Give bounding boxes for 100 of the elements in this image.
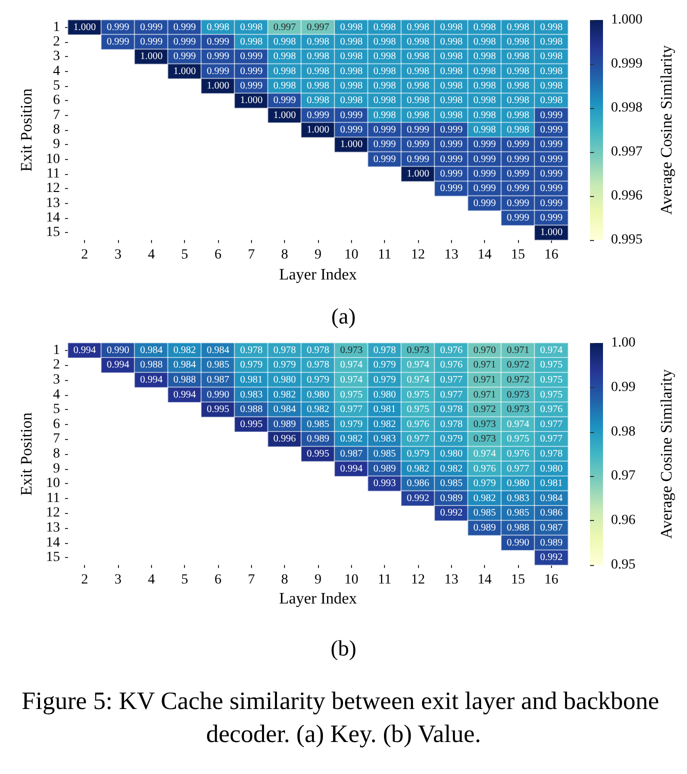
data-label: 0.998 [306, 66, 330, 77]
data-label: 0.970 [473, 344, 496, 356]
data-label: 0.994 [106, 360, 130, 371]
data-label: 0.972 [473, 404, 496, 416]
y-tick-label: 13 [46, 196, 60, 211]
data-label: 0.987 [340, 448, 363, 460]
data-label: 1.000 [206, 80, 230, 92]
data-label: 0.998 [240, 22, 263, 33]
color-bar-label: 0.95 [611, 558, 636, 572]
data-label: 0.998 [506, 36, 530, 48]
data-label: 0.999 [473, 154, 496, 165]
x-tick-label: 8 [281, 572, 288, 588]
data-label: 0.999 [173, 36, 196, 48]
y-tick-label: 4 [53, 64, 60, 79]
data-label: 0.989 [373, 463, 396, 474]
y-tick-label: 5 [53, 402, 60, 418]
data-label: 0.998 [406, 95, 430, 106]
data-label: 0.984 [273, 404, 296, 416]
data-label: 1.000 [240, 95, 263, 106]
data-label: 0.984 [540, 492, 563, 504]
data-label: 0.985 [506, 508, 530, 519]
caption: Figure 5: KV Cache similarity between exit layer and backbone decoder. (a) Key. (b) Value. [22, 688, 666, 748]
data-label: 0.999 [440, 183, 463, 194]
data-label: 0.983 [240, 389, 263, 400]
data-label: 1.000 [540, 227, 563, 238]
color-bar-label: 0.98 [611, 424, 636, 440]
data-label: 0.998 [373, 51, 396, 62]
data-label: 0.977 [440, 374, 463, 386]
data-label: 0.999 [240, 66, 263, 77]
data-label: 0.999 [506, 212, 530, 224]
data-label: 0.975 [406, 404, 430, 416]
data-label: 0.977 [440, 389, 463, 400]
data-label: 0.998 [206, 22, 230, 33]
data-label: 0.990 [206, 389, 230, 400]
color-bar-title: Average Cosine Similarity [658, 369, 676, 539]
data-label: 0.989 [473, 522, 496, 534]
x-tick-label: 7 [248, 572, 255, 588]
y-axis-title: Exit Position [18, 412, 36, 496]
x-tick-label: 6 [214, 572, 222, 588]
data-label: 0.989 [440, 492, 463, 504]
data-label: 0.999 [240, 51, 263, 62]
y-tick-label: 10 [46, 152, 60, 167]
y-tick-label: 15 [46, 550, 60, 566]
data-label: 0.999 [506, 168, 530, 180]
data-label: 0.972 [506, 374, 530, 386]
data-label: 0.998 [306, 80, 330, 92]
data-label: 0.982 [373, 418, 396, 430]
data-label: 0.985 [306, 418, 330, 430]
data-label: 0.998 [340, 36, 363, 48]
data-label: 0.998 [473, 110, 496, 121]
data-label: 0.979 [373, 374, 396, 386]
data-label: 0.998 [506, 22, 530, 33]
data-label: 0.998 [540, 80, 563, 92]
data-label: 0.977 [540, 434, 563, 445]
x-tick-label: 13 [444, 248, 458, 262]
x-tick-label: 11 [378, 248, 392, 262]
y-tick-label: 3 [53, 372, 60, 388]
data-label: 0.997 [273, 22, 296, 33]
data-label: 0.979 [406, 448, 430, 460]
data-label: 0.998 [540, 22, 563, 33]
data-label: 0.999 [173, 51, 196, 62]
data-label: 0.971 [473, 389, 496, 400]
data-label: 0.999 [273, 95, 296, 106]
y-tick-label: 14 [46, 535, 60, 550]
data-label: 0.982 [340, 434, 363, 445]
color-bar-label: 0.997 [611, 144, 642, 160]
color-bar-label: 0.996 [611, 188, 642, 204]
data-label: 0.998 [273, 66, 296, 77]
color-bar-label: 0.99 [611, 380, 636, 395]
y-axis-title: Exit Position [18, 88, 36, 172]
data-label: 0.999 [440, 139, 463, 150]
data-label: 0.974 [406, 360, 430, 371]
data-label: 0.998 [406, 51, 430, 62]
data-label: 0.977 [406, 434, 430, 445]
data-label: 0.998 [306, 36, 330, 48]
data-label: 0.982 [406, 463, 430, 474]
data-label: 0.992 [440, 508, 463, 519]
x-tick-label: 12 [411, 248, 425, 262]
data-label: 0.978 [306, 344, 330, 356]
data-label: 0.973 [473, 434, 496, 445]
data-label: 1.000 [340, 139, 363, 150]
data-label: 0.998 [506, 110, 530, 121]
color-bar-label: 0.999 [611, 56, 642, 72]
data-label: 1.000 [73, 22, 96, 33]
data-label: 0.998 [373, 80, 396, 92]
data-label: 0.999 [340, 124, 363, 136]
data-label: 0.998 [473, 66, 496, 77]
y-tick-label: 7 [53, 108, 60, 123]
data-label: 0.976 [440, 344, 463, 356]
x-tick-label: 7 [248, 248, 255, 262]
x-tick-label: 16 [544, 572, 558, 588]
x-tick-label: 12 [411, 572, 425, 588]
x-tick-label: 2 [81, 248, 88, 262]
y-tick-label: 3 [53, 49, 60, 64]
data-label: 0.999 [506, 154, 530, 165]
data-label: 0.998 [306, 95, 330, 106]
y-tick-label: 11 [46, 166, 60, 182]
data-label: 0.999 [106, 22, 130, 33]
data-label: 0.993 [373, 478, 396, 490]
data-label: 0.998 [273, 51, 296, 62]
